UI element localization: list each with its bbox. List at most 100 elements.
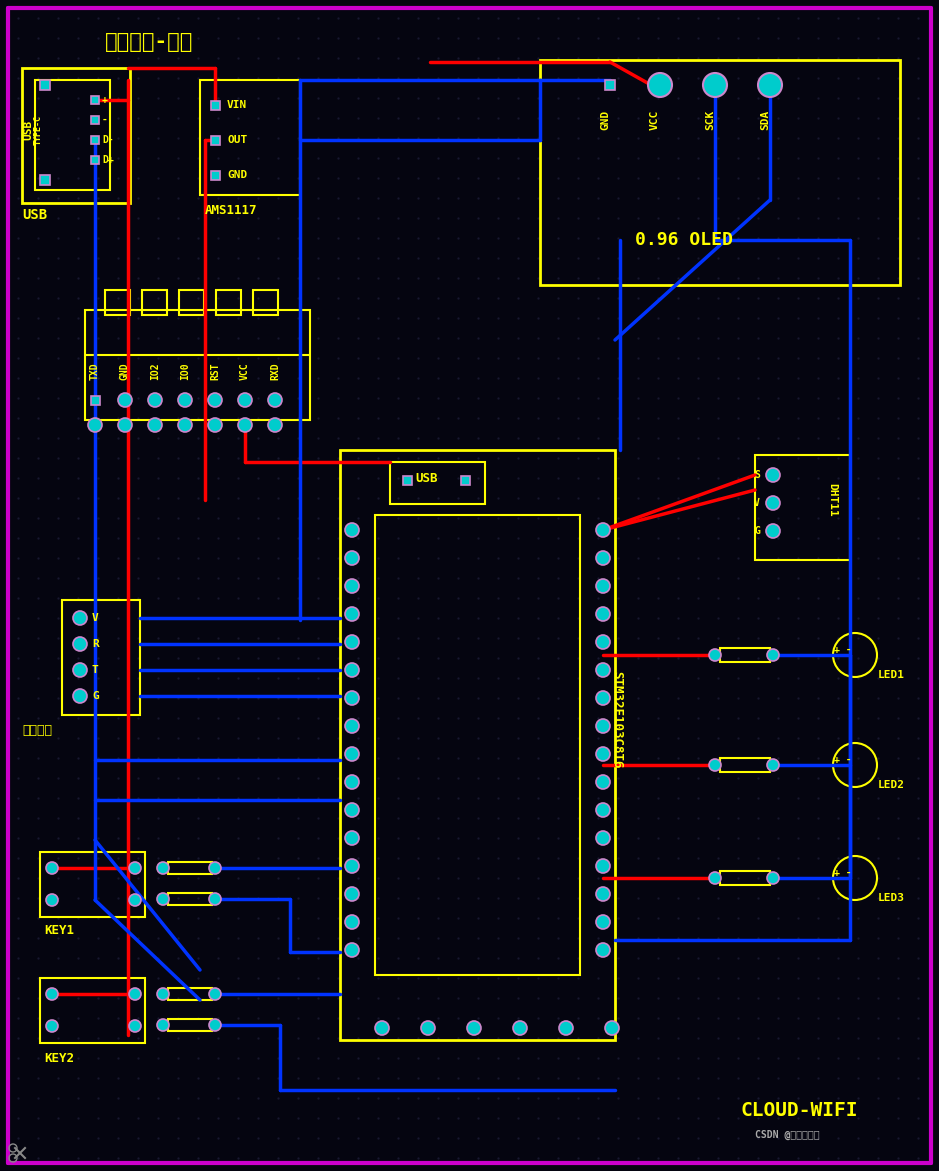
Circle shape — [766, 468, 780, 482]
Bar — [40, 852, 145, 917]
Circle shape — [345, 523, 359, 537]
Text: GND: GND — [600, 110, 610, 130]
Circle shape — [129, 862, 141, 874]
Bar — [91, 136, 99, 144]
Text: VCC: VCC — [650, 110, 660, 130]
Bar — [142, 290, 167, 315]
Circle shape — [157, 862, 169, 874]
Circle shape — [648, 73, 672, 97]
Circle shape — [345, 775, 359, 789]
Circle shape — [513, 1021, 527, 1035]
Text: STM32F103C8T6: STM32F103C8T6 — [610, 671, 623, 768]
Text: + -: + - — [834, 868, 852, 878]
Text: RXD: RXD — [270, 362, 280, 381]
Bar — [168, 988, 212, 1000]
Text: G: G — [754, 526, 760, 536]
Bar — [210, 171, 220, 179]
Bar — [62, 600, 140, 715]
Text: LED3: LED3 — [878, 893, 905, 903]
Circle shape — [596, 747, 610, 761]
Bar — [605, 80, 615, 90]
Bar — [91, 96, 99, 104]
Text: OUT: OUT — [227, 135, 247, 145]
Text: +: + — [102, 95, 108, 105]
Text: USB: USB — [23, 119, 33, 141]
Text: -: - — [102, 115, 108, 125]
Text: + -: + - — [834, 755, 852, 765]
Text: 0.96 OLED: 0.96 OLED — [635, 231, 732, 249]
Circle shape — [345, 663, 359, 677]
Circle shape — [88, 418, 102, 432]
Circle shape — [73, 689, 87, 703]
Circle shape — [208, 418, 222, 432]
Bar — [40, 978, 145, 1043]
Circle shape — [766, 497, 780, 511]
Bar — [216, 290, 241, 315]
Circle shape — [709, 649, 721, 660]
Bar — [22, 68, 130, 203]
Bar — [540, 60, 900, 285]
Text: LED2: LED2 — [878, 780, 905, 790]
Bar — [210, 136, 220, 144]
Circle shape — [596, 886, 610, 900]
Text: KEY2: KEY2 — [44, 1052, 74, 1064]
Text: SDA: SDA — [760, 110, 770, 130]
Circle shape — [596, 831, 610, 845]
Bar — [91, 156, 99, 164]
Circle shape — [157, 893, 169, 905]
Text: VIN: VIN — [227, 100, 247, 110]
Circle shape — [238, 418, 252, 432]
Text: + -: + - — [834, 645, 852, 655]
Bar — [168, 1019, 212, 1030]
Circle shape — [345, 915, 359, 929]
Circle shape — [268, 418, 282, 432]
Bar — [35, 80, 110, 190]
Bar — [85, 310, 310, 420]
Text: IO0: IO0 — [180, 362, 190, 381]
Text: LED1: LED1 — [878, 670, 905, 680]
Text: USB: USB — [22, 208, 47, 222]
Bar — [179, 290, 204, 315]
Circle shape — [46, 862, 58, 874]
Text: TXD: TXD — [90, 362, 100, 381]
Circle shape — [596, 860, 610, 874]
Circle shape — [709, 759, 721, 771]
Circle shape — [605, 1021, 619, 1035]
Text: G: G — [92, 691, 99, 701]
Bar — [720, 758, 770, 772]
Text: IO2: IO2 — [150, 362, 160, 381]
Circle shape — [596, 943, 610, 957]
Circle shape — [596, 578, 610, 593]
Circle shape — [209, 1019, 221, 1030]
Text: SCK: SCK — [705, 110, 715, 130]
Circle shape — [178, 418, 192, 432]
Circle shape — [345, 943, 359, 957]
Circle shape — [73, 637, 87, 651]
Bar — [200, 80, 300, 196]
Bar — [340, 450, 615, 1040]
Bar — [755, 456, 850, 560]
Circle shape — [596, 635, 610, 649]
Bar — [40, 80, 50, 90]
Circle shape — [345, 831, 359, 845]
Circle shape — [118, 393, 132, 408]
Text: CLOUD-WIFI: CLOUD-WIFI — [740, 1101, 857, 1119]
Text: V: V — [92, 612, 99, 623]
Circle shape — [766, 523, 780, 537]
Text: GND: GND — [227, 170, 247, 180]
Bar — [253, 290, 278, 315]
Circle shape — [157, 988, 169, 1000]
Bar — [91, 116, 99, 124]
Circle shape — [238, 393, 252, 408]
Text: TYPE-C: TYPE-C — [34, 115, 42, 145]
Circle shape — [129, 893, 141, 906]
Circle shape — [345, 607, 359, 621]
Circle shape — [46, 988, 58, 1000]
Circle shape — [767, 872, 779, 884]
Circle shape — [73, 611, 87, 625]
Text: 调试串口: 调试串口 — [22, 724, 52, 737]
Circle shape — [709, 872, 721, 884]
Bar — [403, 475, 411, 485]
Circle shape — [209, 988, 221, 1000]
Bar — [40, 174, 50, 185]
